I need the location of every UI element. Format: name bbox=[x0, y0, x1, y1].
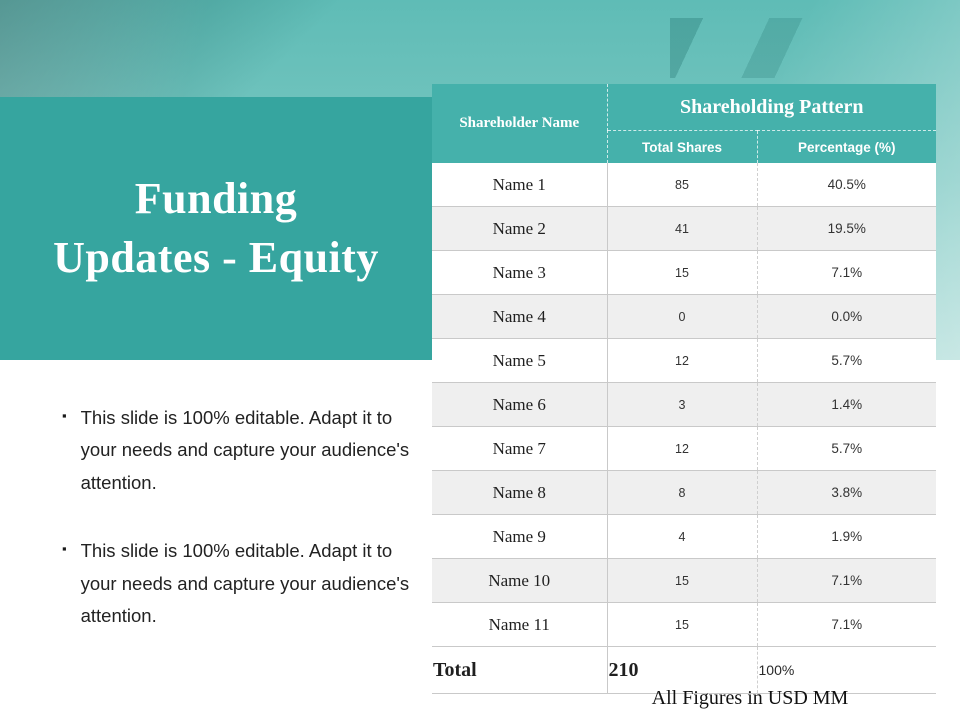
shareholder-name-cell: Name 5 bbox=[432, 338, 608, 383]
total-shares-cell: 8 bbox=[607, 470, 758, 515]
shareholder-name-cell: Name 11 bbox=[432, 602, 608, 647]
shareholder-name-cell: Name 8 bbox=[432, 470, 608, 515]
percentage-cell: 7.1% bbox=[757, 602, 937, 647]
header-shareholder-name: Shareholder Name bbox=[432, 84, 608, 163]
percentage-cell: 7.1% bbox=[757, 250, 937, 295]
total-shares-cell: 4 bbox=[607, 514, 758, 559]
total-shares-cell: 15 bbox=[607, 602, 758, 647]
percentage-cell: 7.1% bbox=[757, 558, 937, 603]
percentage-cell: 19.5% bbox=[757, 206, 937, 251]
total-shares-cell: 41 bbox=[607, 206, 758, 251]
header-percentage: Percentage (%) bbox=[757, 130, 937, 163]
total-row: Total 210 100% bbox=[432, 646, 937, 694]
header-shareholding-pattern: Shareholding Pattern bbox=[607, 84, 937, 131]
shareholder-name-cell: Name 2 bbox=[432, 206, 608, 251]
bullet-square-icon: ▪ bbox=[62, 408, 67, 423]
total-shares-cell: 210 bbox=[607, 646, 758, 694]
shareholder-name-cell: Name 3 bbox=[432, 250, 608, 295]
shareholder-name-cell: Name 6 bbox=[432, 382, 608, 427]
percentage-cell: 5.7% bbox=[757, 338, 937, 383]
shareholder-name-cell: Name 9 bbox=[432, 514, 608, 559]
total-shares-cell: 15 bbox=[607, 250, 758, 295]
percentage-cell: 0.0% bbox=[757, 294, 937, 339]
table-row: Name 7 12 5.7% bbox=[432, 426, 937, 471]
percentage-cell: 5.7% bbox=[757, 426, 937, 471]
table-row: Name 4 0 0.0% bbox=[432, 294, 937, 339]
title-panel: Funding Updates - Equity bbox=[0, 97, 432, 360]
total-shares-cell: 0 bbox=[607, 294, 758, 339]
shareholding-table: Shareholder Name Shareholding Pattern To… bbox=[432, 84, 937, 694]
table-row: Name 5 12 5.7% bbox=[432, 338, 937, 383]
table-row: Name 9 4 1.9% bbox=[432, 514, 937, 559]
figures-footnote: All Figures in USD MM bbox=[651, 687, 849, 709]
table-row: Name 3 15 7.1% bbox=[432, 250, 937, 295]
table-row: Name 11 15 7.1% bbox=[432, 602, 937, 647]
total-label-cell: Total bbox=[432, 646, 608, 694]
bullet-item: ▪ This slide is 100% editable. Adapt it … bbox=[62, 535, 424, 632]
total-shares-cell: 3 bbox=[607, 382, 758, 427]
table-body: Name 1 85 40.5% Name 2 41 19.5% Name 3 1… bbox=[432, 163, 937, 647]
bullet-square-icon: ▪ bbox=[62, 541, 67, 557]
table-row: Name 8 8 3.8% bbox=[432, 470, 937, 515]
table-row: Name 10 15 7.1% bbox=[432, 558, 937, 603]
percentage-cell: 3.8% bbox=[757, 470, 937, 515]
table-row: Name 1 85 40.5% bbox=[432, 163, 937, 207]
percentage-cell: 1.4% bbox=[757, 382, 937, 427]
total-shares-cell: 12 bbox=[607, 338, 758, 383]
shareholder-name-cell: Name 10 bbox=[432, 558, 608, 603]
total-percentage-cell: 100% bbox=[757, 646, 937, 694]
percentage-cell: 40.5% bbox=[757, 163, 937, 207]
bullet-text: This slide is 100% editable. Adapt it to… bbox=[80, 540, 410, 626]
total-shares-cell: 15 bbox=[607, 558, 758, 603]
bullet-item: ▪ This slide is 100% editable. Adapt it … bbox=[62, 402, 424, 499]
bullet-list: ▪ This slide is 100% editable. Adapt it … bbox=[62, 402, 424, 668]
hero-texture-streak bbox=[670, 18, 930, 78]
header-total-shares: Total Shares bbox=[607, 130, 758, 163]
total-shares-cell: 85 bbox=[607, 163, 758, 207]
shareholder-name-cell: Name 4 bbox=[432, 294, 608, 339]
slide-title-line2: Updates - Equity bbox=[53, 232, 379, 282]
table-header: Shareholder Name Shareholding Pattern To… bbox=[432, 84, 937, 163]
shareholder-name-cell: Name 1 bbox=[432, 163, 608, 207]
table-row: Name 6 3 1.4% bbox=[432, 382, 937, 427]
slide-title-line1: Funding bbox=[134, 174, 298, 224]
bullet-text: This slide is 100% editable. Adapt it to… bbox=[80, 407, 410, 493]
shareholder-name-cell: Name 7 bbox=[432, 426, 608, 471]
percentage-cell: 1.9% bbox=[757, 514, 937, 559]
total-shares-cell: 12 bbox=[607, 426, 758, 471]
table-row: Name 2 41 19.5% bbox=[432, 206, 937, 251]
